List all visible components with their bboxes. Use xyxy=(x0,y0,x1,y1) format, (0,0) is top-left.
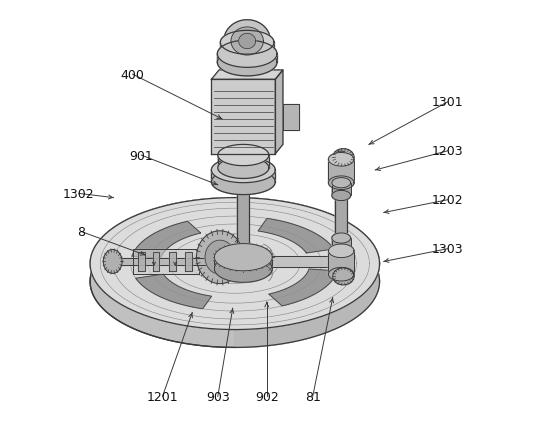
Polygon shape xyxy=(332,191,351,201)
Polygon shape xyxy=(215,244,272,282)
Polygon shape xyxy=(224,20,270,63)
Polygon shape xyxy=(205,241,235,275)
Polygon shape xyxy=(238,34,256,49)
Polygon shape xyxy=(90,216,379,348)
Polygon shape xyxy=(197,231,243,284)
Polygon shape xyxy=(90,198,235,348)
Polygon shape xyxy=(258,219,334,253)
Polygon shape xyxy=(211,158,275,183)
Polygon shape xyxy=(275,71,283,154)
Polygon shape xyxy=(169,253,176,271)
Polygon shape xyxy=(283,105,299,130)
Text: 1201: 1201 xyxy=(147,390,178,403)
Polygon shape xyxy=(235,198,379,348)
Polygon shape xyxy=(185,253,192,271)
Polygon shape xyxy=(153,253,159,271)
Polygon shape xyxy=(218,145,269,166)
Polygon shape xyxy=(109,258,205,266)
Polygon shape xyxy=(211,158,275,195)
Text: 1301: 1301 xyxy=(432,96,463,109)
Text: 1202: 1202 xyxy=(432,194,463,207)
Polygon shape xyxy=(136,274,211,309)
Polygon shape xyxy=(211,170,275,195)
Polygon shape xyxy=(333,268,354,285)
Polygon shape xyxy=(237,182,249,267)
Polygon shape xyxy=(328,268,354,281)
Polygon shape xyxy=(218,158,269,179)
Polygon shape xyxy=(133,249,199,275)
Text: 81: 81 xyxy=(305,390,321,403)
Polygon shape xyxy=(328,153,354,190)
Polygon shape xyxy=(211,80,275,154)
Polygon shape xyxy=(335,152,347,159)
Polygon shape xyxy=(333,149,354,166)
Text: 1303: 1303 xyxy=(432,243,463,256)
Polygon shape xyxy=(328,176,354,190)
Polygon shape xyxy=(138,253,145,271)
Polygon shape xyxy=(217,41,277,77)
Polygon shape xyxy=(335,152,347,282)
Polygon shape xyxy=(328,245,354,281)
Polygon shape xyxy=(221,31,274,55)
Text: 1203: 1203 xyxy=(432,145,463,158)
Polygon shape xyxy=(211,71,283,80)
Polygon shape xyxy=(269,269,338,306)
Polygon shape xyxy=(218,145,269,179)
Polygon shape xyxy=(332,178,351,201)
Polygon shape xyxy=(237,182,249,188)
Polygon shape xyxy=(217,41,277,68)
Polygon shape xyxy=(332,233,351,244)
Text: 400: 400 xyxy=(121,69,145,81)
Text: 903: 903 xyxy=(206,390,230,403)
Polygon shape xyxy=(328,245,354,258)
Polygon shape xyxy=(221,43,274,66)
Text: 901: 901 xyxy=(130,149,153,162)
Text: 902: 902 xyxy=(255,390,279,403)
Polygon shape xyxy=(231,252,255,264)
Polygon shape xyxy=(328,153,354,167)
Text: 1302: 1302 xyxy=(63,187,94,200)
Polygon shape xyxy=(332,246,351,256)
Polygon shape xyxy=(335,275,347,282)
Polygon shape xyxy=(215,244,272,271)
Polygon shape xyxy=(132,222,201,259)
Polygon shape xyxy=(215,256,272,282)
Polygon shape xyxy=(237,261,249,267)
Polygon shape xyxy=(231,28,263,56)
Polygon shape xyxy=(104,250,122,274)
Text: 8: 8 xyxy=(78,226,86,239)
Polygon shape xyxy=(332,178,351,188)
Polygon shape xyxy=(221,31,274,66)
Polygon shape xyxy=(90,198,379,330)
Polygon shape xyxy=(254,257,331,267)
Polygon shape xyxy=(332,233,351,256)
Polygon shape xyxy=(217,49,277,77)
